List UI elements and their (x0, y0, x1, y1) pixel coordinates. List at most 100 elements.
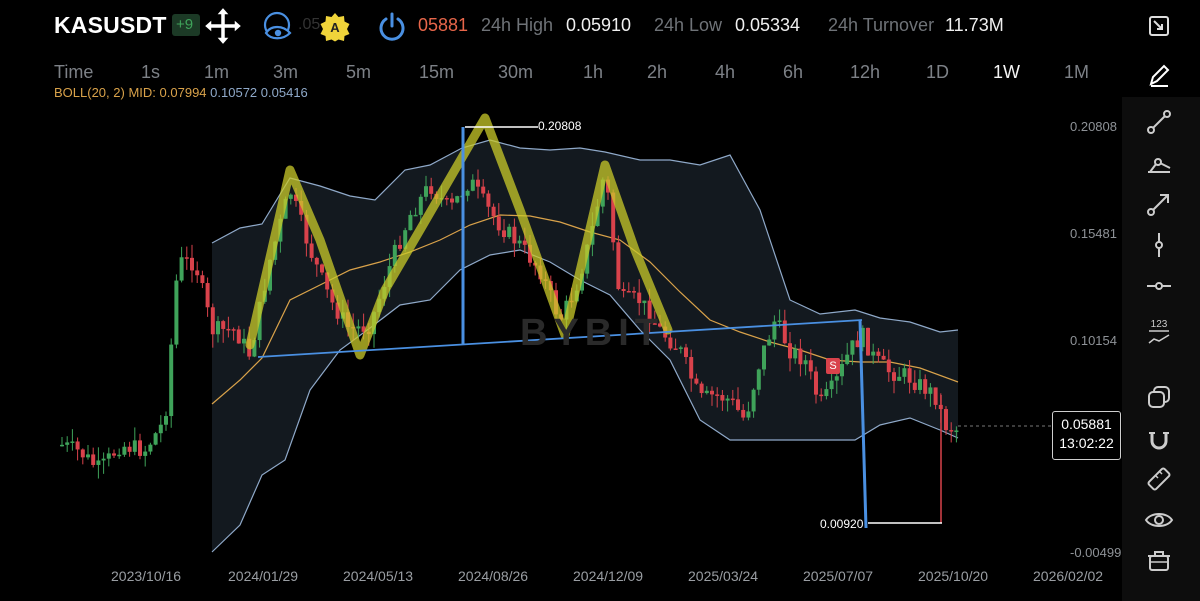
tf-30m[interactable]: 30m (498, 62, 534, 82)
candle-body (881, 355, 886, 360)
sell-marker[interactable]: S (826, 358, 840, 374)
stat-24h-low-value: 0.05334 (735, 15, 801, 35)
candle-body (476, 179, 480, 187)
candle-body (418, 196, 423, 215)
pencil-icon[interactable] (1142, 58, 1176, 92)
eye-icon[interactable] (1142, 503, 1176, 537)
symbol-title[interactable]: KASUSDT (54, 12, 167, 38)
ruler-icon[interactable] (1142, 462, 1176, 496)
candle (944, 406, 948, 435)
hide-eye-icon[interactable] (263, 11, 295, 43)
candle-body (132, 440, 137, 452)
candle (652, 310, 657, 325)
candle (138, 433, 142, 460)
candle-body (330, 289, 335, 303)
candle (689, 349, 694, 392)
candle-body (892, 372, 896, 381)
boll-mid-label: MID: (128, 85, 156, 100)
x-tick-9: 2026/02/02 (1033, 568, 1104, 584)
candle-body (808, 360, 813, 372)
candle (190, 244, 194, 283)
vertical-line-icon[interactable] (1142, 228, 1176, 262)
stat-turnover-label: 24h Turnover (828, 15, 935, 35)
alert-badge-icon[interactable]: A (319, 12, 351, 42)
tf-5m[interactable]: 5m (346, 62, 372, 82)
header-bar: KASUSDT +9 .05 A 05881 24h High 0.05910 … (0, 0, 1120, 52)
tf-1h[interactable]: 1h (583, 62, 604, 82)
tf-1d[interactable]: 1D (926, 62, 950, 82)
candle-body (803, 360, 808, 365)
tf-1s[interactable]: 1s (141, 62, 161, 82)
collapse-icon[interactable] (1142, 9, 1176, 43)
trash-icon[interactable] (1142, 544, 1176, 578)
tf-1w[interactable]: 1W (993, 62, 1020, 82)
candle-body (512, 226, 517, 244)
candle-body (169, 344, 174, 417)
candle (174, 274, 179, 349)
candle-body (184, 257, 189, 259)
tf-12h[interactable]: 12h (850, 62, 881, 82)
candle (184, 246, 189, 270)
candle (840, 353, 844, 386)
move-icon[interactable] (203, 6, 243, 46)
candle (112, 449, 116, 458)
candle-body (148, 444, 153, 452)
candle (418, 194, 423, 225)
price-chart[interactable] (0, 100, 1120, 580)
candle-body (455, 196, 460, 203)
tf-time[interactable]: Time (54, 62, 94, 82)
candle-body (912, 382, 917, 390)
price-label-icon[interactable]: 123 (1142, 312, 1176, 346)
candle (798, 338, 803, 377)
tf-6h[interactable]: 6h (783, 62, 804, 82)
high-annotation: 0.20808 (538, 119, 582, 133)
candle-body (725, 398, 730, 401)
horizontal-line-icon[interactable] (1142, 269, 1176, 303)
tf-15m[interactable]: 15m (419, 62, 455, 82)
layers-icon[interactable] (1142, 380, 1176, 414)
candle-body (819, 394, 824, 397)
candle-body (746, 411, 751, 418)
tf-1m[interactable]: 1m (204, 62, 230, 82)
candle (621, 282, 626, 298)
candle-body (91, 454, 96, 465)
tf-1m-month[interactable]: 1M (1064, 62, 1090, 82)
candle (772, 315, 777, 348)
candle-body (923, 379, 928, 394)
ray-icon[interactable] (1142, 146, 1176, 180)
candle-body (75, 441, 80, 450)
candle (730, 389, 735, 406)
power-icon[interactable] (377, 12, 407, 42)
candle-body (621, 289, 626, 292)
candle-body (80, 449, 85, 458)
candle-body (216, 321, 220, 335)
candle-body (824, 389, 829, 397)
candle (933, 387, 938, 410)
candle (143, 445, 148, 467)
candle-body (408, 214, 413, 231)
candle (231, 327, 236, 341)
last-price: 05881 (418, 15, 469, 35)
trend-line-icon[interactable] (1142, 105, 1176, 139)
candle (762, 345, 766, 376)
candle-body (127, 446, 132, 452)
candle-body (928, 387, 933, 394)
candle-body (871, 351, 876, 356)
candle-body (814, 371, 818, 395)
tf-3m[interactable]: 3m (273, 62, 299, 82)
candle (75, 437, 80, 461)
magnet-icon[interactable] (1142, 421, 1176, 455)
candle-body (907, 368, 912, 383)
candle (642, 300, 647, 315)
candle-body (314, 257, 319, 265)
arrow-line-icon[interactable] (1142, 187, 1176, 221)
candle-body (720, 395, 725, 401)
boll-legend[interactable]: BOLL(20, 2) MID: 0.07994 0.10572 0.05416 (54, 85, 308, 100)
candle-body (918, 379, 922, 390)
tf-2h[interactable]: 2h (647, 62, 668, 82)
candle (476, 169, 480, 199)
candle-body (658, 323, 662, 327)
candle (725, 395, 730, 412)
tf-4h[interactable]: 4h (715, 62, 736, 82)
y-tick-1: 0.20808 (1070, 119, 1117, 134)
